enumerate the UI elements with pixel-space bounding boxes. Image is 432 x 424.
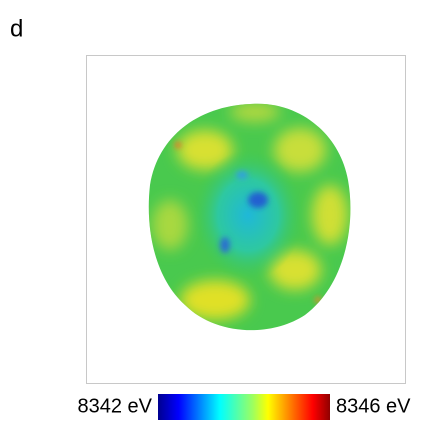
figure-panel: d 8342 eV 8346 eV	[0, 0, 432, 424]
colorbar	[158, 394, 330, 420]
colorbar-max-label: 8346 eV	[336, 395, 411, 417]
panel-label: d	[10, 15, 23, 42]
colorbar-min-label: 8342 eV	[77, 395, 152, 417]
page: d 8342 eV 8346 eV (() => { const data = …	[0, 0, 432, 424]
